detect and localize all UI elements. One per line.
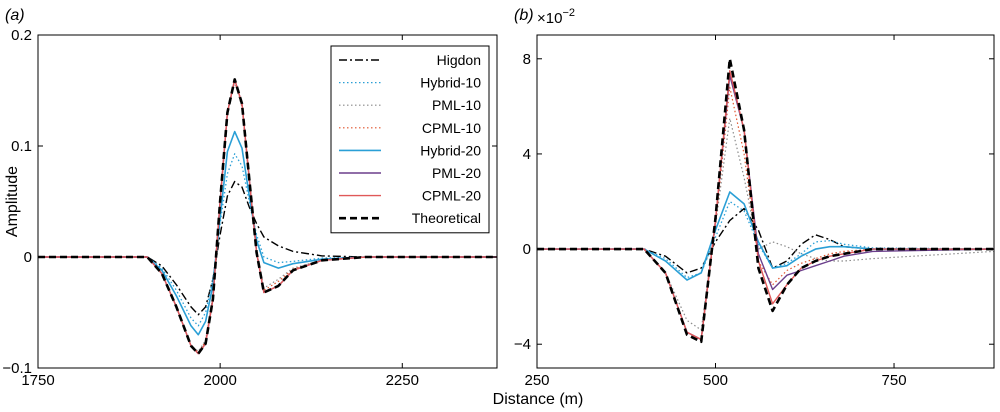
legend-entry: PML-10 xyxy=(339,97,481,113)
y-tick-label: −4 xyxy=(514,336,531,353)
series-line-cpml-20 xyxy=(38,78,497,355)
x-tick-label: 1750 xyxy=(21,372,54,389)
x-tick-label: 2000 xyxy=(203,372,236,389)
legend: Higdon Hybrid-10 PML-10 CPML-10 Hybrid-20 PML… xyxy=(330,45,490,234)
plot-frame xyxy=(37,34,498,369)
y-tick-label: 0.1 xyxy=(11,138,32,155)
series-line-theoretical xyxy=(537,57,994,344)
x-tick-label: 250 xyxy=(524,372,549,389)
series-line-higdon xyxy=(38,180,497,316)
x-tick-label: 2250 xyxy=(386,372,419,389)
legend-entry: CPML-20 xyxy=(339,188,481,204)
y-tick-label: −0.1 xyxy=(2,360,32,377)
legend-entry: Hybrid-10 xyxy=(339,75,481,91)
series-line-cpml-20 xyxy=(537,70,994,341)
y-tick-label: 8 xyxy=(523,51,531,68)
x-tick-label: 500 xyxy=(703,372,728,389)
series-line-hybrid-20 xyxy=(38,130,497,336)
legend-entry: Hybrid-20 xyxy=(339,142,481,158)
legend-entry: CPML-10 xyxy=(339,120,481,136)
series-line-higdon xyxy=(537,207,994,274)
plot-frame xyxy=(536,34,995,369)
legend-label: PML-10 xyxy=(432,97,481,113)
series-line-hybrid-20 xyxy=(537,191,994,281)
y-tick-label: 0.2 xyxy=(11,27,32,44)
legend-label: Higdon xyxy=(437,52,481,68)
x-tick-label: 750 xyxy=(882,372,907,389)
series-line-cpml-10 xyxy=(537,86,994,341)
legend-label: PML-20 xyxy=(432,165,481,181)
y-tick-label: 4 xyxy=(523,146,531,163)
legend-entry: Higdon xyxy=(339,52,481,68)
legend-label: Hybrid-10 xyxy=(420,75,481,91)
y-tick-label: 0 xyxy=(523,241,531,258)
panel-label: (b) xyxy=(514,7,534,24)
y-axis-label: Amplitude xyxy=(4,166,21,237)
x-axis-label: Distance (m) xyxy=(493,391,584,408)
legend-entry: PML-20 xyxy=(339,165,481,181)
legend-label: CPML-20 xyxy=(422,188,481,204)
y-tick-label: 0 xyxy=(24,249,32,266)
legend-label: Theoretical xyxy=(412,210,481,226)
series-line-hybrid-10 xyxy=(537,200,994,279)
series-group xyxy=(537,57,994,344)
series-group xyxy=(38,78,497,355)
panel-label: (a) xyxy=(5,7,25,24)
legend-entry: Theoretical xyxy=(339,210,481,226)
series-line-pml-20 xyxy=(537,74,994,341)
panel-b: 250 500 750 −4 0 4 8 (b) ×10−2 xyxy=(514,7,995,389)
legend-label: CPML-10 xyxy=(422,120,481,136)
legend-box xyxy=(330,45,490,234)
panel-a: 1750 2000 2250 −0.1 0 0.1 0.2 (a) Amplitude Higdo… xyxy=(2,7,498,389)
series-line-pml-10 xyxy=(537,117,994,331)
series-line-hybrid-10 xyxy=(38,153,497,327)
scale-factor: ×10−2 xyxy=(537,7,575,27)
legend-label: Hybrid-20 xyxy=(420,142,481,158)
